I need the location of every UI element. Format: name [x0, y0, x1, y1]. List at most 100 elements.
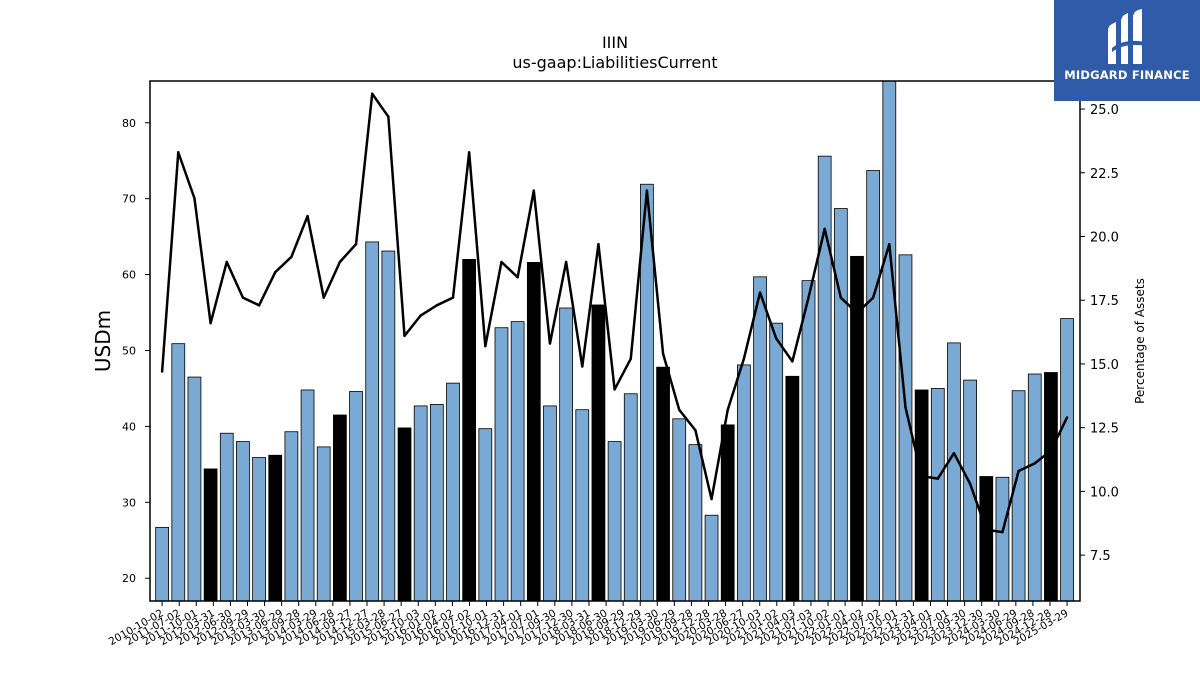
y-tick-label: 20 — [122, 572, 136, 585]
line-point — [516, 276, 519, 279]
bar — [543, 405, 557, 602]
y-tick-label: 50 — [122, 344, 136, 357]
logo-mark-icon — [1108, 9, 1146, 64]
bar — [300, 389, 315, 602]
line-point — [888, 242, 891, 246]
line-point — [371, 92, 374, 95]
line-point — [435, 304, 439, 307]
line-point — [403, 334, 406, 338]
bar — [801, 280, 816, 602]
line-point — [710, 497, 713, 501]
bar — [914, 389, 929, 602]
y2-tick-label: 10.0 — [1090, 485, 1119, 500]
bar — [769, 322, 784, 602]
bar — [429, 403, 444, 602]
line-point — [904, 406, 907, 409]
line-point — [532, 189, 535, 192]
bar — [947, 342, 961, 602]
line-point — [871, 296, 875, 299]
line-point — [758, 291, 762, 294]
bar — [1044, 372, 1058, 602]
line-point — [855, 311, 859, 315]
bar — [688, 444, 703, 602]
line-point — [678, 408, 681, 412]
line-point — [160, 370, 164, 373]
bar — [268, 454, 283, 602]
line-point — [274, 270, 277, 274]
bar — [155, 526, 169, 602]
bar — [737, 364, 751, 602]
y-axis-label: USDm — [91, 310, 115, 372]
bar — [753, 276, 767, 602]
y2-tick-label: 17.5 — [1090, 294, 1119, 309]
bar — [187, 376, 202, 602]
chart-subtitle: us-gaap:LiabilitiesCurrent — [512, 53, 717, 72]
line-point — [548, 342, 552, 345]
y2-axis-label: Percentage of Assets — [1133, 278, 1147, 404]
bar — [607, 441, 622, 602]
bar — [866, 170, 881, 602]
line-point — [1001, 530, 1004, 534]
bar — [365, 241, 380, 602]
y-tick-label: 80 — [122, 117, 136, 130]
brand-logo: MIDGARD FINANCE — [1054, 0, 1200, 101]
bar — [316, 446, 331, 602]
logo-text: MIDGARD FINANCE — [1064, 68, 1190, 82]
line-point — [597, 242, 600, 246]
bar — [785, 375, 800, 602]
chart-title: IIIN — [602, 33, 628, 52]
bar — [494, 327, 509, 602]
line-point — [920, 474, 923, 478]
bar — [349, 391, 363, 602]
line-point — [613, 388, 616, 391]
y-tick-label: 60 — [122, 269, 136, 282]
line-point — [225, 260, 228, 264]
line-point — [451, 296, 455, 299]
bar — [656, 366, 670, 602]
bar — [704, 514, 719, 602]
bar — [833, 208, 848, 602]
y-tick-label: 40 — [122, 420, 136, 433]
bar — [720, 424, 735, 602]
y2-tick-label: 25.0 — [1090, 103, 1119, 118]
bar — [526, 262, 541, 602]
bar — [381, 250, 396, 602]
line-point — [823, 227, 826, 231]
bar — [446, 382, 460, 602]
plot-frame — [149, 80, 1081, 602]
y-tick-label: 70 — [122, 193, 136, 206]
bar — [1011, 390, 1026, 602]
line-point — [839, 296, 843, 299]
line-point — [645, 189, 649, 192]
bar — [963, 379, 977, 602]
bar — [1060, 318, 1074, 602]
line-point — [322, 296, 325, 299]
bar — [413, 405, 428, 602]
bar — [575, 409, 590, 602]
line-point — [661, 352, 665, 355]
bar — [623, 393, 638, 602]
y2-tick-label: 15.0 — [1090, 358, 1119, 373]
bar — [817, 155, 832, 602]
bar — [171, 343, 186, 602]
y2-tick-label: 20.0 — [1090, 230, 1119, 245]
bar — [203, 468, 218, 602]
bar — [672, 418, 687, 602]
line-point — [177, 151, 180, 154]
line-point — [193, 197, 196, 200]
bar — [397, 427, 412, 602]
line-point — [306, 214, 309, 218]
bar — [591, 304, 606, 602]
bar — [236, 441, 250, 602]
line-point — [257, 304, 261, 307]
line-point — [629, 357, 632, 361]
y2-tick-label: 7.5 — [1090, 549, 1111, 564]
bar — [333, 414, 347, 602]
line-point — [694, 429, 697, 432]
line-point — [791, 360, 794, 363]
bar — [979, 476, 994, 602]
line-point — [354, 242, 358, 246]
line-point — [774, 337, 778, 340]
line-point — [726, 408, 729, 412]
